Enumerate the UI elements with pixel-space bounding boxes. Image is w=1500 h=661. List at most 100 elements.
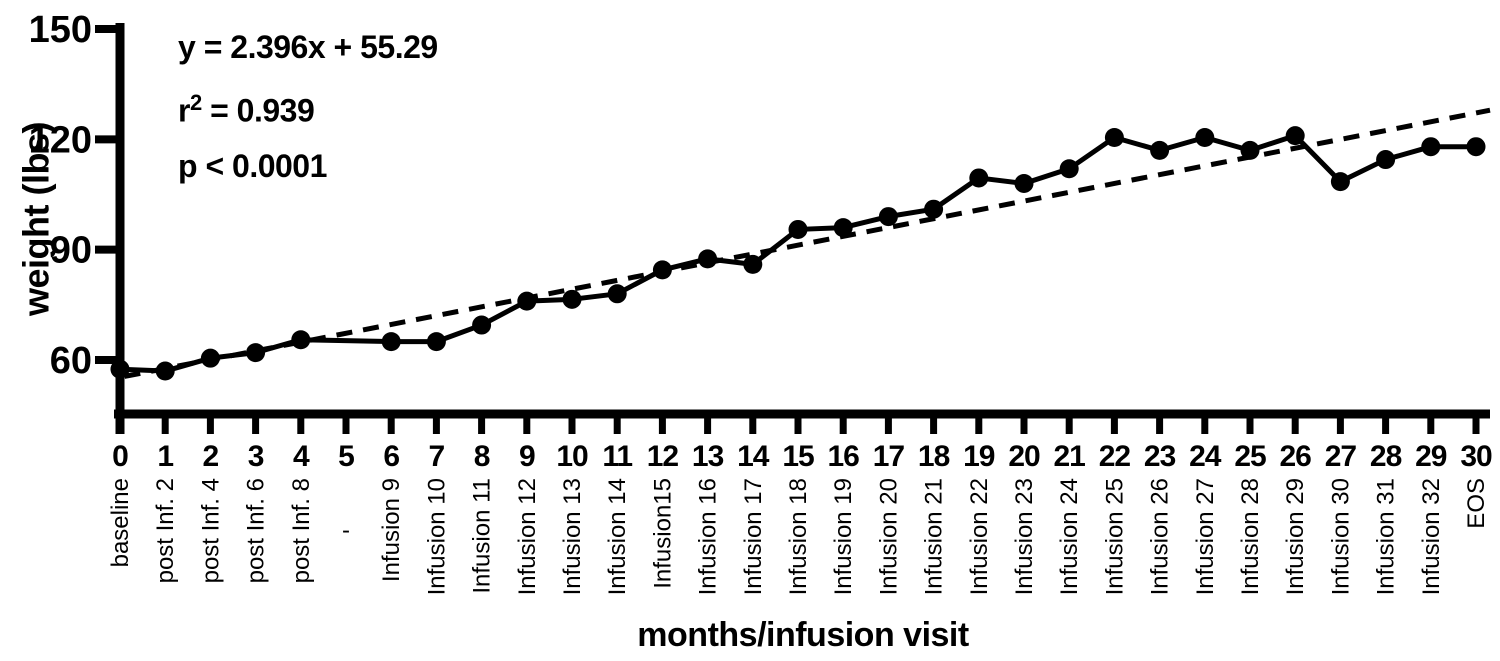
data-point: [1285, 126, 1305, 146]
x-visit-label: post Inf. 8: [288, 478, 315, 583]
x-axis-title: months/infusion visit: [637, 616, 969, 654]
y-tick-label: 60: [50, 340, 92, 382]
data-point: [1240, 140, 1260, 160]
x-visit-label: Infusion 12: [514, 478, 541, 595]
x-month-label: 21: [1054, 440, 1086, 473]
x-visit-label: Infusion 14: [604, 478, 631, 595]
p-value: p < 0.0001: [178, 147, 327, 184]
x-month-label: 30: [1460, 440, 1492, 473]
x-visit-label: Infusion 25: [1101, 478, 1128, 595]
x-visit-label: post Inf. 2: [152, 478, 179, 583]
x-visit-label: Infusion 32: [1418, 478, 1445, 595]
x-visit-label: EOS: [1463, 478, 1490, 529]
x-month-label: 17: [873, 440, 905, 473]
data-point: [1195, 127, 1215, 147]
x-month-label: 25: [1234, 440, 1266, 473]
data-point: [472, 315, 492, 335]
x-visit-label: Infusion 27: [1192, 478, 1219, 595]
x-month-label: 27: [1325, 440, 1357, 473]
x-month-label: 2: [203, 440, 219, 473]
data-point: [291, 330, 311, 350]
x-month-label: 1: [157, 440, 173, 473]
y-tick-label: 150: [29, 9, 92, 51]
data-point: [1150, 140, 1170, 160]
r-squared-value: r2 = 0.939: [178, 90, 315, 129]
x-month-label: 8: [474, 440, 490, 473]
x-visit-label: Infusion 11: [469, 478, 496, 594]
x-month-label: 5: [338, 440, 354, 473]
x-visit-label: Infusion 17: [740, 478, 767, 595]
data-point: [788, 219, 808, 239]
data-point: [833, 218, 853, 238]
data-point: [1421, 137, 1441, 157]
x-month-label: 3: [248, 440, 264, 473]
x-month-label: 15: [782, 440, 814, 473]
x-visit-label: Infusion 24: [1056, 478, 1083, 595]
data-point: [517, 291, 537, 311]
x-visit-label: Infusion 31: [1373, 478, 1400, 595]
data-point: [924, 199, 944, 219]
data-point: [200, 348, 220, 368]
data-point: [969, 168, 989, 188]
data-point: [426, 332, 446, 352]
x-visit-label: Infusion 28: [1237, 478, 1264, 595]
x-visit-label: post Inf. 4: [197, 478, 224, 583]
x-month-label: 28: [1370, 440, 1402, 473]
y-axis-title: weight (lbs): [15, 122, 57, 316]
x-month-label: 13: [692, 440, 724, 473]
x-visit-label: Infusion 18: [785, 478, 812, 595]
x-month-label: 10: [556, 440, 588, 473]
data-point: [878, 207, 898, 227]
data-point: [743, 254, 763, 274]
data-point: [155, 361, 175, 381]
data-point: [110, 359, 130, 379]
data-point: [607, 284, 627, 304]
x-visit-label: Infusion 16: [695, 478, 722, 595]
x-month-label: 0: [112, 440, 128, 473]
data-point: [381, 332, 401, 352]
data-point: [1466, 137, 1486, 157]
x-visit-label: Infusion 10: [423, 478, 450, 595]
data-point: [562, 289, 582, 309]
data-point: [1014, 173, 1034, 193]
data-point: [246, 343, 266, 363]
x-month-label: 20: [1008, 440, 1040, 473]
y-tick-label: 90: [50, 230, 92, 272]
x-visit-label: Infusion 21: [921, 478, 948, 595]
trend-line: [124, 107, 1491, 379]
x-month-label: 22: [1099, 440, 1131, 473]
x-visit-label: Infusion 26: [1147, 478, 1174, 595]
x-month-label: 6: [383, 440, 399, 473]
data-point: [1059, 159, 1079, 179]
x-month-label: 16: [828, 440, 860, 473]
x-visit-label: Infusion 19: [830, 478, 857, 595]
data-point: [698, 249, 718, 269]
x-visit-label: Infusion 13: [559, 478, 586, 595]
data-point: [652, 260, 672, 280]
x-visit-label: -: [342, 517, 350, 544]
x-month-label: 24: [1189, 440, 1222, 473]
data-point: [1330, 172, 1350, 192]
x-visit-label: Infusion 23: [1011, 478, 1038, 595]
x-month-label: 18: [918, 440, 950, 473]
x-month-label: 4: [293, 440, 310, 473]
x-visit-label: Infusion15: [649, 478, 676, 589]
x-month-label: 23: [1144, 440, 1176, 473]
data-point: [1104, 127, 1124, 147]
x-visit-label: Infusion 22: [966, 478, 993, 595]
x-month-label: 19: [963, 440, 995, 473]
x-visit-label: Infusion 9: [378, 478, 405, 582]
regression-annotation: y = 2.396x + 55.29 r2 = 0.939 p < 0.0001: [178, 20, 438, 194]
data-point: [1376, 150, 1396, 170]
x-visit-label: post Inf. 6: [243, 478, 270, 583]
x-month-label: 14: [737, 440, 770, 473]
x-month-label: 11: [602, 440, 632, 473]
x-visit-label: Infusion 20: [875, 478, 902, 595]
regression-equation: y = 2.396x + 55.29: [178, 29, 438, 65]
x-visit-label: Infusion 30: [1327, 478, 1354, 595]
x-visit-label: baseline: [107, 478, 134, 567]
x-month-label: 26: [1280, 440, 1312, 473]
x-month-label: 29: [1415, 440, 1447, 473]
